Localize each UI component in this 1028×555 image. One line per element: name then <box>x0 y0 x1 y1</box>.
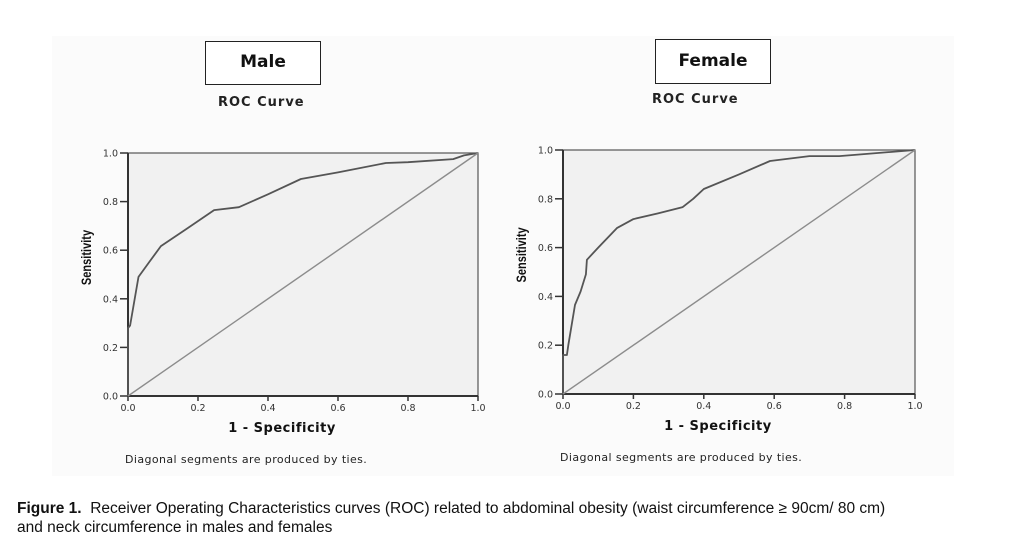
male-footnote: Diagonal segments are produced by ties. <box>125 453 367 466</box>
female-y-tick-label: 0.4 <box>538 292 553 303</box>
female-y-tick-label: 0.0 <box>538 390 553 401</box>
female-x-tick-label: 0.2 <box>626 401 641 412</box>
female-roc-curve <box>562 149 916 394</box>
female-reference-line <box>562 149 916 395</box>
female-x-tick-label: 0.6 <box>767 401 782 412</box>
female-y-tick-label: 0.6 <box>538 243 553 254</box>
male-roc-curve <box>127 152 479 396</box>
male-x-tick-label: 0.6 <box>330 403 345 414</box>
female-panel-label: Female <box>655 39 771 84</box>
male-y-tick-label: 0.8 <box>103 197 118 208</box>
female-y-tick-label: 0.2 <box>538 341 553 352</box>
male-y-tick-label: 0.4 <box>103 294 118 305</box>
male-x-tick-label: 1.0 <box>470 403 485 414</box>
male-reference-line <box>127 152 479 397</box>
male-y-tick-label: 0.0 <box>103 392 118 403</box>
male-y-tick-label: 1.0 <box>103 149 118 160</box>
female-y-axis-label: Sensitivity <box>514 227 529 282</box>
male-chart-title: ROC Curve <box>218 95 305 110</box>
female-chart-title: ROC Curve <box>652 92 739 107</box>
female-x-axis-label: 1 - Specificity <box>664 419 772 434</box>
female-y-tick-label: 0.8 <box>538 194 553 205</box>
female-x-tick-label: 0.8 <box>837 401 852 412</box>
figure-caption: Figure 1. Receiver Operating Characteris… <box>17 499 1017 537</box>
caption-line-1: Receiver Operating Characteristics curve… <box>90 500 886 517</box>
male-panel-label: Male <box>205 41 321 85</box>
female-x-tick-label: 0.4 <box>696 401 711 412</box>
male-x-tick-label: 0.0 <box>120 403 135 414</box>
male-x-tick-label: 0.2 <box>190 403 205 414</box>
caption-label: Figure 1. <box>17 500 82 517</box>
male-x-axis-label: 1 - Specificity <box>228 421 336 436</box>
male-y-tick-label: 0.2 <box>103 343 118 354</box>
male-x-tick-label: 0.8 <box>400 403 415 414</box>
female-x-tick-label: 1.0 <box>907 401 922 412</box>
female-y-tick-label: 1.0 <box>538 146 553 157</box>
female-footnote: Diagonal segments are produced by ties. <box>560 451 802 464</box>
female-x-tick-label: 0.0 <box>555 401 570 412</box>
caption-line-2: and neck circumference in males and fema… <box>17 519 333 536</box>
male-y-tick-label: 0.6 <box>103 246 118 257</box>
male-x-tick-label: 0.4 <box>260 403 275 414</box>
male-y-axis-label: Sensitivity <box>79 230 94 285</box>
